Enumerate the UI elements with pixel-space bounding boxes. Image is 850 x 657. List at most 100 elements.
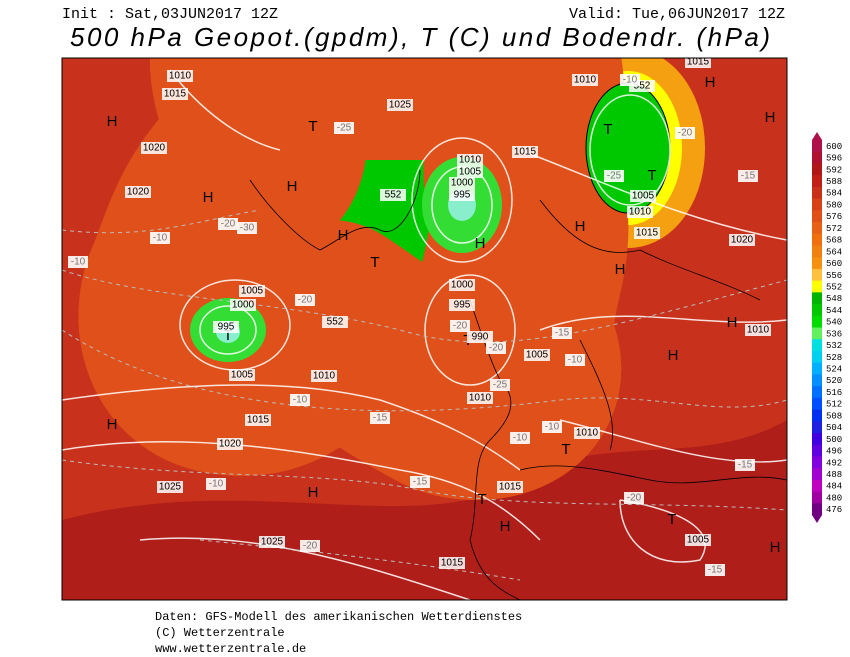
pressure-label-box bbox=[572, 74, 598, 86]
colorbar-label: 580 bbox=[826, 200, 842, 210]
pressure-label-box bbox=[259, 536, 285, 548]
colorbar-swatch bbox=[812, 444, 822, 457]
pressure-label: 995 bbox=[454, 190, 471, 201]
pressure-label: 552 bbox=[385, 190, 402, 201]
pressure-label: 1010 bbox=[169, 71, 192, 82]
colorbar-swatch bbox=[812, 186, 822, 200]
temp-label: -25 bbox=[337, 123, 352, 134]
pressure-label: 1005 bbox=[687, 535, 710, 546]
colorbar-label: 492 bbox=[826, 458, 842, 468]
pressure-label-box bbox=[685, 58, 711, 68]
pressure-label: 1020 bbox=[731, 235, 754, 246]
low-marker: T bbox=[667, 511, 676, 528]
pressure-label: 1020 bbox=[143, 143, 166, 154]
pressure-label-box bbox=[167, 70, 193, 82]
pressure-label-box bbox=[745, 324, 771, 336]
low-marker: T bbox=[370, 254, 379, 271]
pressure-label: 1015 bbox=[499, 482, 522, 493]
low-marker: T bbox=[603, 121, 612, 138]
temp-label-box bbox=[300, 540, 320, 552]
colorbar-swatch bbox=[812, 386, 822, 399]
colorbar-swatch bbox=[812, 292, 822, 305]
colorbar-swatch bbox=[812, 163, 822, 176]
high-marker: H bbox=[765, 109, 776, 126]
temp-label: -20 bbox=[221, 219, 236, 230]
pressure-label: 995 bbox=[218, 322, 235, 333]
colorbar-label: 588 bbox=[826, 177, 842, 187]
pressure-label: 1015 bbox=[441, 558, 464, 569]
temp-label: -20 bbox=[627, 493, 642, 504]
pressure-label-box bbox=[217, 438, 243, 450]
valid-time: Valid: Tue,06JUN2017 12Z bbox=[569, 6, 785, 23]
temp-label: -15 bbox=[373, 413, 388, 424]
pressure-label: 1005 bbox=[459, 167, 482, 178]
pressure-label-box bbox=[239, 285, 265, 297]
pressure-label-box bbox=[574, 427, 600, 439]
colorbar-swatch bbox=[812, 374, 822, 387]
pressure-label-box bbox=[630, 190, 656, 202]
colorbar-swatch bbox=[812, 327, 822, 340]
footer-line: www.wetterzentrale.de bbox=[155, 642, 306, 656]
temp-label-box bbox=[620, 74, 640, 86]
temp-label-box bbox=[486, 342, 506, 354]
colorbar-label: 544 bbox=[826, 306, 842, 316]
temp-label: -15 bbox=[555, 328, 570, 339]
low-marker: T bbox=[308, 118, 317, 135]
temp-label: -10 bbox=[71, 257, 86, 268]
colorbar-label: 532 bbox=[826, 341, 842, 351]
pressure-label: 1010 bbox=[469, 393, 492, 404]
colorbar-label: 548 bbox=[826, 294, 842, 304]
pressure-label: 1005 bbox=[241, 286, 264, 297]
pressure-label-box bbox=[634, 227, 660, 239]
high-marker: H bbox=[727, 314, 738, 331]
temperature-lines bbox=[62, 209, 787, 581]
pressure-label: 552 bbox=[634, 81, 651, 92]
colorbar-swatch bbox=[812, 503, 822, 516]
high-marker: H bbox=[308, 484, 319, 501]
temp-label: -10 bbox=[513, 433, 528, 444]
colorbar-label: 504 bbox=[826, 423, 842, 433]
colorbar-label: 528 bbox=[826, 353, 842, 363]
colorbar-label: 496 bbox=[826, 447, 842, 457]
colorbar-swatch bbox=[812, 268, 822, 282]
colorbar-cap bbox=[812, 132, 822, 140]
colorbar-swatch bbox=[812, 339, 822, 352]
colorbar-label: 488 bbox=[826, 470, 842, 480]
colorbar-label: 480 bbox=[826, 493, 842, 503]
colorbar-label: 508 bbox=[826, 411, 842, 421]
temp-label: -25 bbox=[607, 171, 622, 182]
temp-label: -20 bbox=[489, 343, 504, 354]
pressure-label-box bbox=[245, 414, 271, 426]
colorbar-label: 500 bbox=[826, 435, 842, 445]
pressure-label: 1015 bbox=[687, 57, 710, 68]
map-frame bbox=[61, 57, 788, 601]
pressure-label-box bbox=[449, 279, 475, 291]
pressure-label: 1025 bbox=[159, 482, 182, 493]
pressure-label: 1000 bbox=[451, 178, 474, 189]
pressure-label-box bbox=[729, 234, 755, 246]
colorbar: 6005965925885845805765725685645605565525… bbox=[812, 132, 842, 523]
pressure-label: 1010 bbox=[747, 325, 770, 336]
colorbar-label: 484 bbox=[826, 482, 842, 492]
temp-label-box bbox=[705, 564, 725, 576]
temp-label-box bbox=[542, 421, 562, 433]
colorbar-label: 592 bbox=[826, 165, 842, 175]
pressure-label: 1025 bbox=[261, 537, 284, 548]
pressure-label-box bbox=[457, 166, 483, 178]
high-marker: H bbox=[500, 518, 511, 535]
temp-label: -10 bbox=[623, 75, 638, 86]
pressure-label: 1015 bbox=[514, 147, 537, 158]
pressure-label-box bbox=[322, 316, 348, 328]
temp-label-box bbox=[565, 354, 585, 366]
pressure-label-box bbox=[229, 369, 255, 381]
temp-label-box bbox=[735, 459, 755, 471]
footer-line: (C) Wetterzentrale bbox=[155, 626, 285, 640]
high-marker: H bbox=[668, 347, 679, 364]
temp-label-box bbox=[206, 478, 226, 490]
temp-label: -15 bbox=[741, 171, 756, 182]
pressure-label: 1000 bbox=[232, 300, 255, 311]
colorbar-label: 600 bbox=[826, 142, 842, 152]
pressure-label: 1010 bbox=[576, 428, 599, 439]
pressure-label: 1010 bbox=[629, 207, 652, 218]
